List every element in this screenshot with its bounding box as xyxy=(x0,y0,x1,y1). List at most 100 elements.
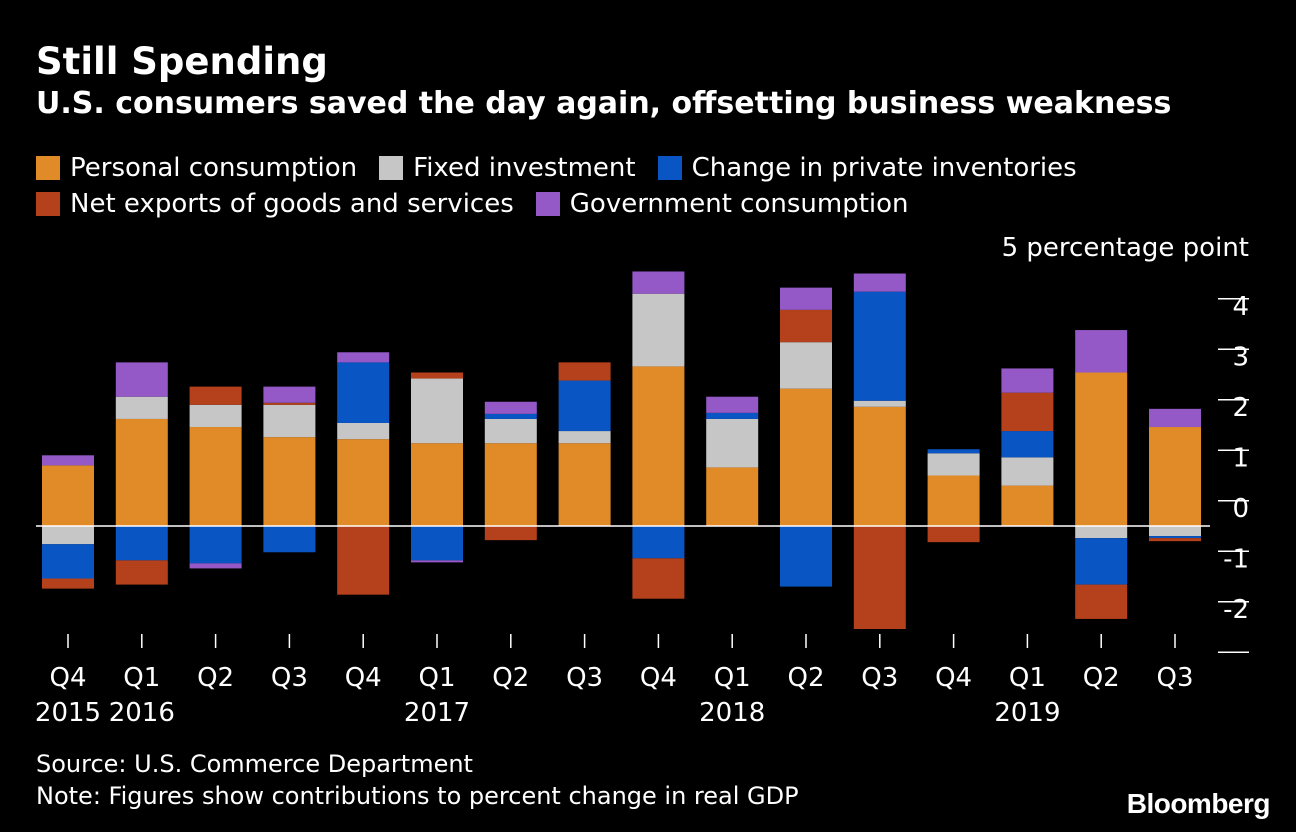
bar-segment xyxy=(1075,372,1128,526)
x-year-label: 2017 xyxy=(404,698,470,728)
bloomberg-logo: Bloomberg xyxy=(1126,788,1271,819)
bar-segment xyxy=(706,412,759,419)
bar-segment xyxy=(337,352,390,363)
bar-segment xyxy=(411,443,463,526)
bar-segment xyxy=(927,526,980,543)
bar-segment xyxy=(411,560,463,563)
bar-segment xyxy=(1149,427,1201,526)
bar-segment xyxy=(484,443,537,526)
x-tick-label: Q4 xyxy=(345,663,382,693)
y-tick-label: 3 xyxy=(1232,343,1249,373)
bar-segment xyxy=(263,437,316,526)
bar-segment xyxy=(1001,485,1054,526)
bar-segment xyxy=(263,526,316,553)
x-tick-label: Q3 xyxy=(1156,663,1193,693)
x-tick-label: Q4 xyxy=(935,663,972,693)
bar-segment xyxy=(927,449,980,454)
bar-segment xyxy=(558,380,611,432)
bar-segment xyxy=(853,406,906,526)
bar-segment xyxy=(263,386,316,403)
bar-segment xyxy=(189,526,242,564)
bar-segment xyxy=(1001,457,1054,486)
y-tick-label: 2 xyxy=(1232,393,1249,423)
x-tick-label: Q2 xyxy=(787,663,824,693)
bar-segment xyxy=(115,362,168,397)
y-tick-label: -2 xyxy=(1223,595,1249,625)
bar-segment xyxy=(853,526,906,630)
bar-segment xyxy=(632,293,685,367)
x-tick-label: Q4 xyxy=(640,663,677,693)
bar-segment xyxy=(1001,431,1054,458)
x-tick-label: Q2 xyxy=(492,663,529,693)
bar-segment xyxy=(1149,526,1201,537)
bar-segment xyxy=(42,465,94,526)
bar-segment xyxy=(42,544,94,579)
bar-segment xyxy=(484,526,537,541)
chart-subtitle: U.S. consumers saved the day again, offs… xyxy=(36,86,1172,121)
x-tick-label: Q1 xyxy=(123,663,160,693)
legend-item-fixed-investment: Fixed investment xyxy=(379,150,636,186)
bar-segment xyxy=(411,372,463,379)
y-tick-label: 0 xyxy=(1232,494,1249,524)
x-year-label: 2015 xyxy=(35,698,101,728)
x-year-label: 2019 xyxy=(994,698,1060,728)
bar-segment xyxy=(1001,368,1054,393)
bar-segment xyxy=(411,378,463,444)
bar-segment xyxy=(484,413,537,419)
legend-item-net-exports: Net exports of goods and services xyxy=(36,186,514,222)
bar-segment xyxy=(632,558,685,599)
bar-segment xyxy=(337,439,390,526)
bar-segment xyxy=(1149,538,1201,542)
bar-segment xyxy=(927,475,980,526)
bar-segment xyxy=(337,422,390,440)
bar-segment xyxy=(337,362,390,423)
y-tick-label: -1 xyxy=(1223,545,1249,575)
bar-segment xyxy=(558,443,611,526)
bar-segment xyxy=(1075,538,1128,585)
bar-segment xyxy=(337,526,390,595)
bar-segment xyxy=(632,271,685,294)
legend-swatch xyxy=(36,156,60,180)
bar-segment xyxy=(1149,408,1201,428)
x-tick-label: Q4 xyxy=(49,663,86,693)
bar-segment xyxy=(411,526,463,561)
x-year-label: 2016 xyxy=(109,698,175,728)
legend-swatch xyxy=(657,156,682,180)
bar-segment xyxy=(927,453,980,476)
legend-swatch xyxy=(379,156,404,180)
bar-segment xyxy=(42,526,94,545)
bar-segment xyxy=(115,418,168,526)
bar-segment xyxy=(484,418,537,444)
bar-segment xyxy=(115,396,168,419)
bar-segment xyxy=(780,342,832,389)
x-tick-label: Q2 xyxy=(1083,663,1120,693)
bar-segment xyxy=(853,273,906,292)
bar-segment xyxy=(780,526,832,587)
legend-label: Change in private inventories xyxy=(691,153,1077,183)
x-tick-label: Q3 xyxy=(566,663,603,693)
source-note: Source: U.S. Commerce Department xyxy=(36,750,473,778)
chart-title: Still Spending xyxy=(36,40,328,83)
legend-row: Net exports of goods and services Govern… xyxy=(36,186,1256,222)
y-tick-label: 1 xyxy=(1232,444,1249,474)
bar-segment xyxy=(1075,584,1128,619)
legend-label: Government consumption xyxy=(569,189,909,219)
bar-segment xyxy=(558,362,611,381)
legend-row: Personal consumption Fixed investment Ch… xyxy=(36,150,1256,186)
legend-label: Personal consumption xyxy=(70,153,358,183)
bar-segment xyxy=(632,366,685,526)
x-year-label: 2018 xyxy=(699,698,765,728)
bar-segment xyxy=(189,386,242,405)
bar-segment xyxy=(780,287,832,310)
bar-segment xyxy=(484,401,537,414)
x-tick-label: Q3 xyxy=(861,663,898,693)
bar-segment xyxy=(780,388,832,526)
y-axis-unit-label: 5 percentage point xyxy=(1002,233,1249,263)
y-tick-label: 4 xyxy=(1232,292,1249,322)
bar-segment xyxy=(853,400,906,407)
x-tick-label: Q2 xyxy=(197,663,234,693)
legend-item-inventories: Change in private inventories xyxy=(657,150,1077,186)
bar-segment xyxy=(1149,536,1201,539)
bar-segment xyxy=(632,526,685,559)
bar-segment xyxy=(558,431,611,444)
